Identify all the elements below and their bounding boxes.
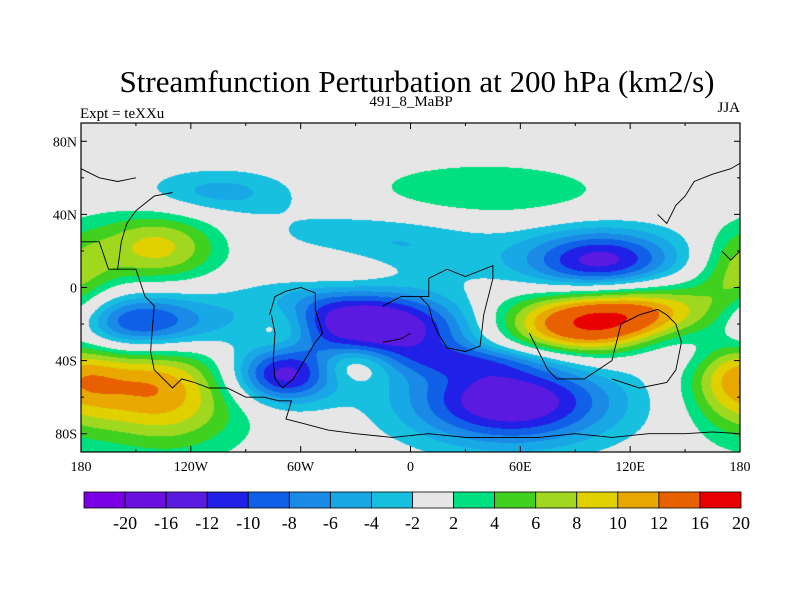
colorbar-swatch-2: [165, 491, 208, 509]
colorbar-label-14: 16: [691, 513, 709, 533]
coastlines: [80, 162, 741, 438]
colorbar-label-8: 2: [449, 513, 458, 533]
x-tick-label-5: 120E: [615, 460, 645, 475]
x-axis: 180 120W 60W 0 60E 120E 180: [71, 123, 751, 475]
colorbar-label-6: -4: [364, 513, 379, 533]
y-tick-label-0: 80N: [53, 135, 77, 150]
colorbar-swatch-15: [699, 491, 742, 509]
colorbar-label-7: -2: [405, 513, 420, 533]
colorbar-label-9: 4: [490, 513, 499, 533]
x-tick-label-1: 120W: [174, 460, 209, 475]
colorbar-swatch-7: [371, 491, 413, 509]
coastline-7: [382, 332, 411, 343]
colorbar-label-3: -10: [236, 513, 260, 533]
x-tick-label-4: 60E: [509, 460, 532, 475]
right-label: JJA: [717, 100, 740, 116]
x-tick-label-2: 60W: [287, 460, 315, 475]
colorbar-label-10: 6: [531, 513, 540, 533]
y-axis: 80N 40N 0 40S 80S: [53, 135, 740, 443]
coastline-8: [117, 192, 173, 270]
colorbar-label-11: 8: [572, 513, 581, 533]
colorbar-swatch-9: [453, 491, 496, 509]
colorbar-label-4: -8: [282, 513, 297, 533]
x-tick-label-6: 180: [730, 460, 751, 475]
field-raster: [81, 123, 740, 452]
colorbar-swatch-10: [494, 491, 537, 509]
x-tick-label-3: 0: [407, 460, 414, 475]
colorbar-swatch-8: [412, 491, 454, 509]
colorbar-swatch-11: [535, 491, 578, 509]
coastline-5: [80, 168, 136, 182]
coastline-4: [657, 162, 741, 225]
colorbar-swatch-12: [576, 491, 619, 509]
center-label: 491_8_MaBP: [369, 94, 452, 110]
colorbar-label-12: 10: [609, 513, 627, 533]
colorbar-label-15: 20: [732, 513, 750, 533]
chart-title: Streamfunction Perturbation at 200 hPa (…: [120, 64, 715, 99]
coastline-3: [529, 308, 682, 389]
coastline-2: [382, 264, 494, 352]
coastline-1: [269, 287, 324, 389]
y-tick-label-2: 0: [70, 282, 77, 297]
coastline-6: [721, 250, 741, 261]
colorbar-label-0: -20: [113, 513, 137, 533]
plot-area: [81, 123, 740, 452]
y-tick-label-1: 40N: [53, 208, 77, 223]
colorbar-swatch-4: [247, 491, 290, 509]
colorbar-swatch-3: [206, 491, 249, 509]
colorbar-label-2: -12: [195, 513, 219, 533]
y-tick-label-3: 40S: [55, 355, 77, 370]
colorbar: -20 -16 -12 -10 -8 -6 -4 -2 2 4 6 8 10 12 16 20: [83, 491, 750, 533]
colorbar-label-13: 12: [650, 513, 668, 533]
colorbar-swatch-6: [329, 491, 372, 509]
colorbar-swatch-13: [617, 491, 660, 509]
colorbar-swatch-14: [658, 491, 701, 509]
colorbar-swatch-1: [124, 491, 167, 509]
colorbar-label-1: -16: [154, 513, 178, 533]
colorbar-swatch-0: [83, 491, 126, 509]
colorbar-label-5: -6: [323, 513, 338, 533]
x-tick-label-0: 180: [71, 460, 92, 475]
left-label: Expt = teXXu: [80, 106, 165, 122]
coastline-0: [81, 241, 741, 438]
y-tick-label-4: 80S: [55, 428, 77, 443]
colorbar-swatch-5: [288, 491, 331, 509]
